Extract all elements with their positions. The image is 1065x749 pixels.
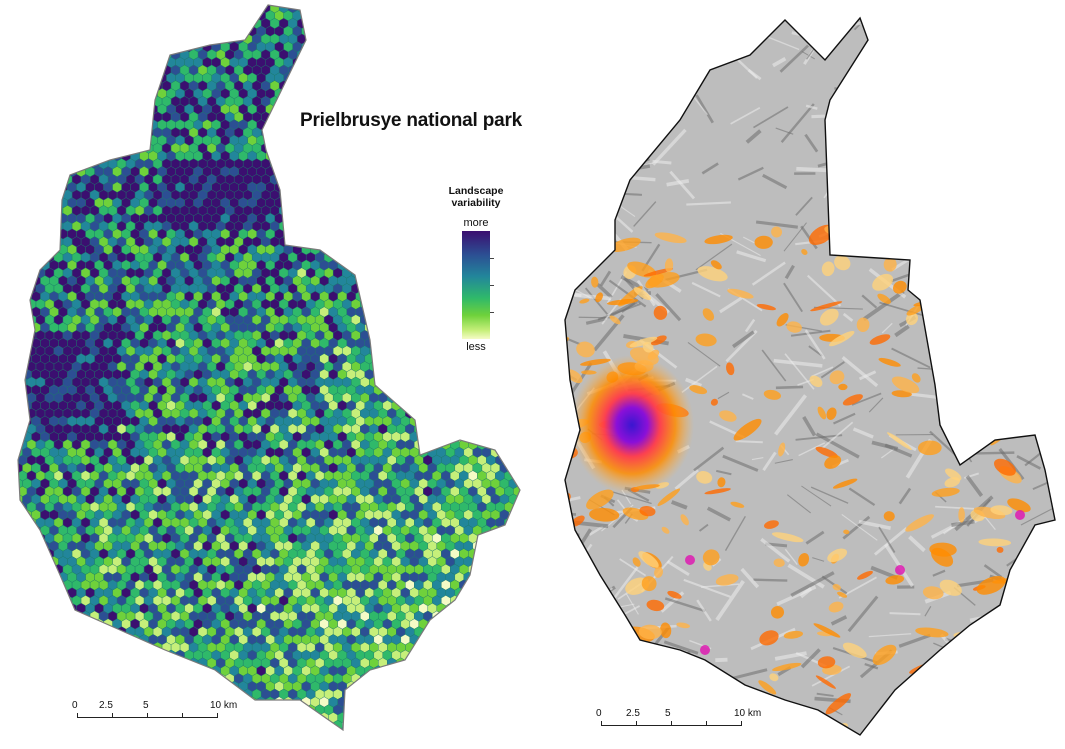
- scale-label-2-5: 2.5: [99, 700, 113, 711]
- scale-bar-right: 0 2.5 5 10 km: [596, 708, 776, 732]
- scale-label-5: 5: [143, 700, 149, 711]
- legend-heading-line1: Landscape: [436, 185, 516, 197]
- variability-map: Prielbrusye national park Landscape vari…: [0, 0, 540, 744]
- visibility-map: Landscape visibility more less 0 2.5 5 1…: [540, 0, 1065, 744]
- scale-label-0: 0: [596, 708, 602, 719]
- scale-label-5: 5: [665, 708, 671, 719]
- scale-label-2-5: 2.5: [626, 708, 640, 719]
- visibility-relief-map: [540, 0, 1065, 744]
- variability-color-ramp: [462, 231, 490, 339]
- legend-tick: [490, 312, 494, 313]
- visibility-hotspot: [570, 355, 694, 495]
- relief-layer: [540, 0, 1065, 744]
- legend-tick: [490, 285, 494, 286]
- scale-label-0: 0: [72, 700, 78, 711]
- legend-more-label: more: [436, 217, 516, 229]
- map-title: Prielbrusye national park: [300, 110, 522, 132]
- legend-tick: [490, 258, 494, 259]
- scale-bar-left: 0 2.5 5 10 km: [72, 700, 252, 724]
- variability-legend: Landscape variability more less: [436, 185, 516, 353]
- scale-label-10km: 10 km: [210, 700, 237, 711]
- legend-heading-line2: variability: [436, 197, 516, 209]
- legend-less-label: less: [436, 341, 516, 353]
- scale-label-10km: 10 km: [734, 708, 761, 719]
